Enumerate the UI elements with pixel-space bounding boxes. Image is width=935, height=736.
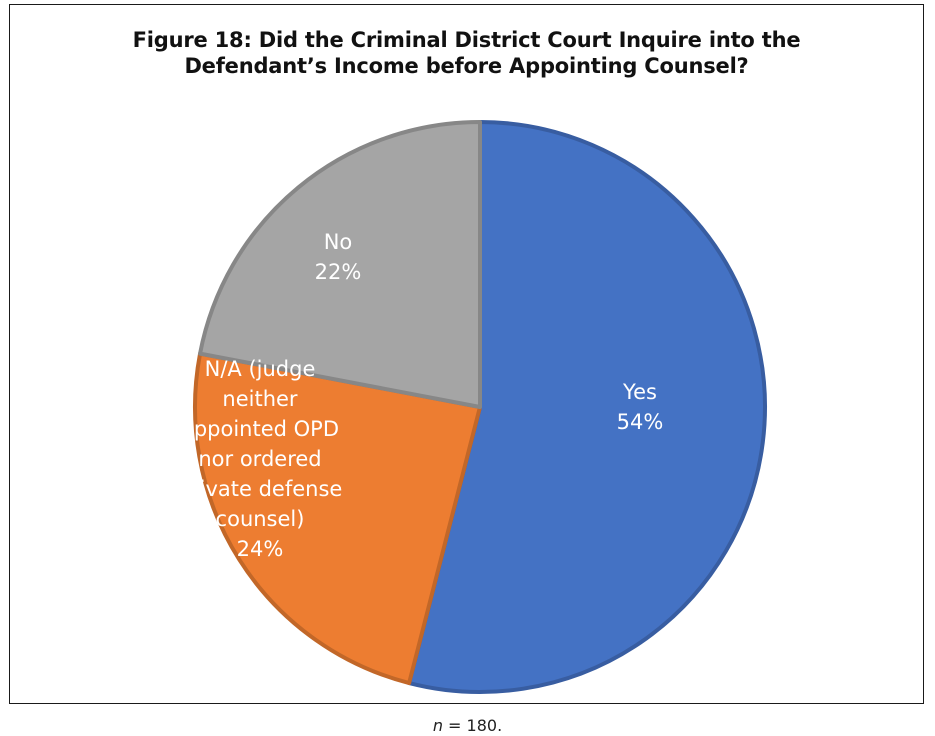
- slice-label-na: N/A (judge neither appointed OPD nor ordere…: [178, 357, 343, 561]
- footnote-variable: n: [432, 716, 443, 735]
- slice-label-line: No: [324, 230, 353, 254]
- footnote-text: = 180.: [442, 716, 503, 735]
- pie-chart: Yes 54% N/A (judge neither appointed OPD nor …: [178, 120, 767, 694]
- slice-percent: 24%: [237, 537, 284, 561]
- slice-label-line: N/A (judge: [205, 357, 316, 381]
- slice-label-line: appointed OPD: [181, 417, 339, 441]
- slice-label-line: nor ordered: [198, 447, 321, 471]
- chart-frame: Figure 18: Did the Criminal District Cou…: [9, 4, 924, 704]
- chart-title: Figure 18: Did the Criminal District Cou…: [132, 28, 801, 78]
- slice-label-line: Yes: [622, 380, 657, 404]
- slice-percent: 22%: [315, 260, 362, 284]
- pie-slice-yes: [407, 120, 767, 694]
- slice-percent: 54%: [617, 410, 664, 434]
- slice-label-line: private defense: [178, 477, 343, 501]
- slice-label-no: No 22%: [315, 230, 362, 284]
- slice-label-line: neither: [222, 387, 298, 411]
- slice-label-yes: Yes 54%: [617, 380, 664, 434]
- pie-slice-no: [198, 120, 482, 409]
- slice-label-line: counsel): [216, 507, 305, 531]
- footnote: n = 180.: [0, 716, 935, 735]
- pie-slice-na: [193, 351, 482, 686]
